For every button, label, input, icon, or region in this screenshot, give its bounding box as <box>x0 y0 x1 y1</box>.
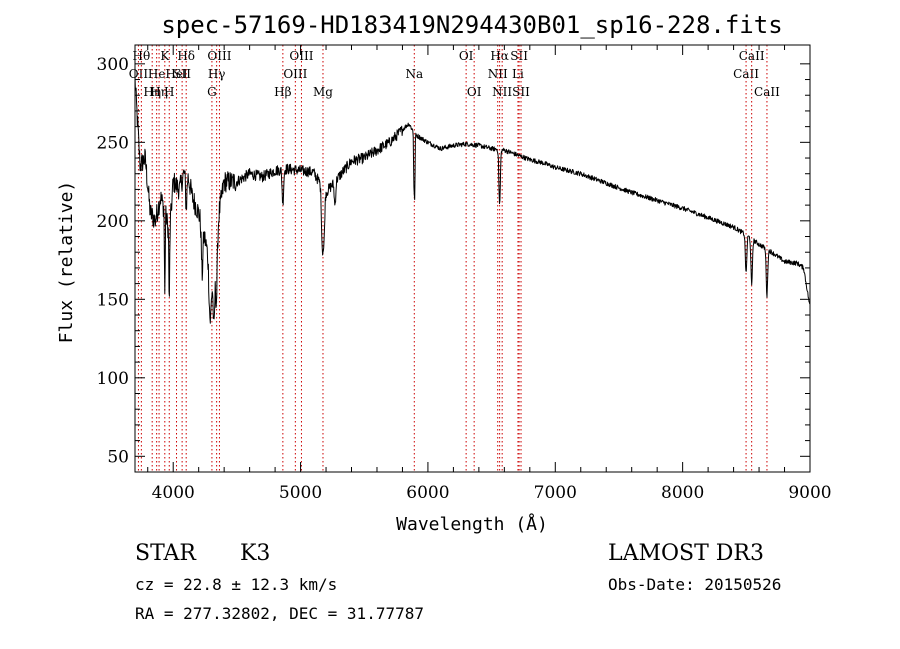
line-marker-label: SII <box>512 85 530 99</box>
coordinates-readout: RA = 277.32802, DEC = 31.77787 <box>135 604 424 623</box>
x-tick-label: 6000 <box>406 483 449 503</box>
object-class: STAR <box>135 541 197 566</box>
y-tick-label: 250 <box>97 133 129 153</box>
x-tick-label: 4000 <box>152 483 195 503</box>
line-marker-label: CaII <box>754 85 780 99</box>
x-tick-label: 8000 <box>661 483 704 503</box>
object-subclass: K3 <box>240 541 270 566</box>
spectrum-line <box>134 76 811 324</box>
x-tick-label: 5000 <box>279 483 322 503</box>
line-marker-label: Hη <box>150 85 168 99</box>
line-marker-label: OIII <box>207 49 231 63</box>
line-marker-label: SII <box>173 67 191 81</box>
line-marker-label: Hδ <box>177 49 195 63</box>
redshift-readout: cz = 22.8 ± 12.3 km/s <box>135 575 337 594</box>
chart-title: spec-57169-HD183419N294430B01_sp16-228.f… <box>161 11 782 39</box>
line-marker-layer: OIIHθHηHeHηKHHeISIIHδGHγOIIIHβOIIIOIIIMg… <box>129 45 780 472</box>
plot-frame <box>134 44 811 473</box>
line-marker-label: OIII <box>283 67 307 81</box>
y-tick-label: 150 <box>97 290 129 310</box>
line-marker-label: CaII <box>733 67 759 81</box>
line-marker-label: He <box>148 67 166 81</box>
line-marker-label: Hθ <box>133 49 151 63</box>
y-axis-label: Flux (relative) <box>56 181 77 344</box>
line-marker-label: SII <box>510 49 528 63</box>
y-tick-label: 200 <box>97 212 129 232</box>
y-tick-label: 100 <box>97 369 129 389</box>
spectrum-layer <box>134 76 811 324</box>
y-tick-label: 50 <box>107 447 129 467</box>
line-marker-label: OI <box>467 85 482 99</box>
line-marker-label: Hβ <box>274 85 291 99</box>
line-marker-label: H <box>164 85 174 99</box>
line-marker-label: OI <box>459 49 474 63</box>
line-marker-label: Na <box>405 67 423 81</box>
y-tick-label: 300 <box>97 55 129 75</box>
line-marker-label: NII <box>492 85 512 99</box>
x-axis-label: Wavelength (Å) <box>396 513 548 535</box>
line-marker-label: G <box>207 85 217 99</box>
line-marker-label: K <box>160 49 170 63</box>
line-marker-label: Hα <box>490 49 509 63</box>
x-tick-label: 7000 <box>534 483 577 503</box>
line-marker-label: OII <box>129 67 149 81</box>
line-marker-label: Li <box>512 67 524 81</box>
observation-date: Obs-Date: 20150526 <box>608 575 781 594</box>
axes-layer: 4000 5000 6000 7000 8000 9000 50 100 150 200 250 30… <box>97 45 832 503</box>
line-marker-label: Hγ <box>208 67 226 81</box>
x-tick-label: 9000 <box>788 483 831 503</box>
line-marker-label: Mg <box>313 85 333 99</box>
survey-name: LAMOST DR3 <box>608 541 764 566</box>
line-marker-label: Hη <box>143 85 161 99</box>
line-marker-label: OIII <box>289 49 313 63</box>
line-marker-label: NII <box>488 67 508 81</box>
line-marker-label: CaII <box>739 49 765 63</box>
